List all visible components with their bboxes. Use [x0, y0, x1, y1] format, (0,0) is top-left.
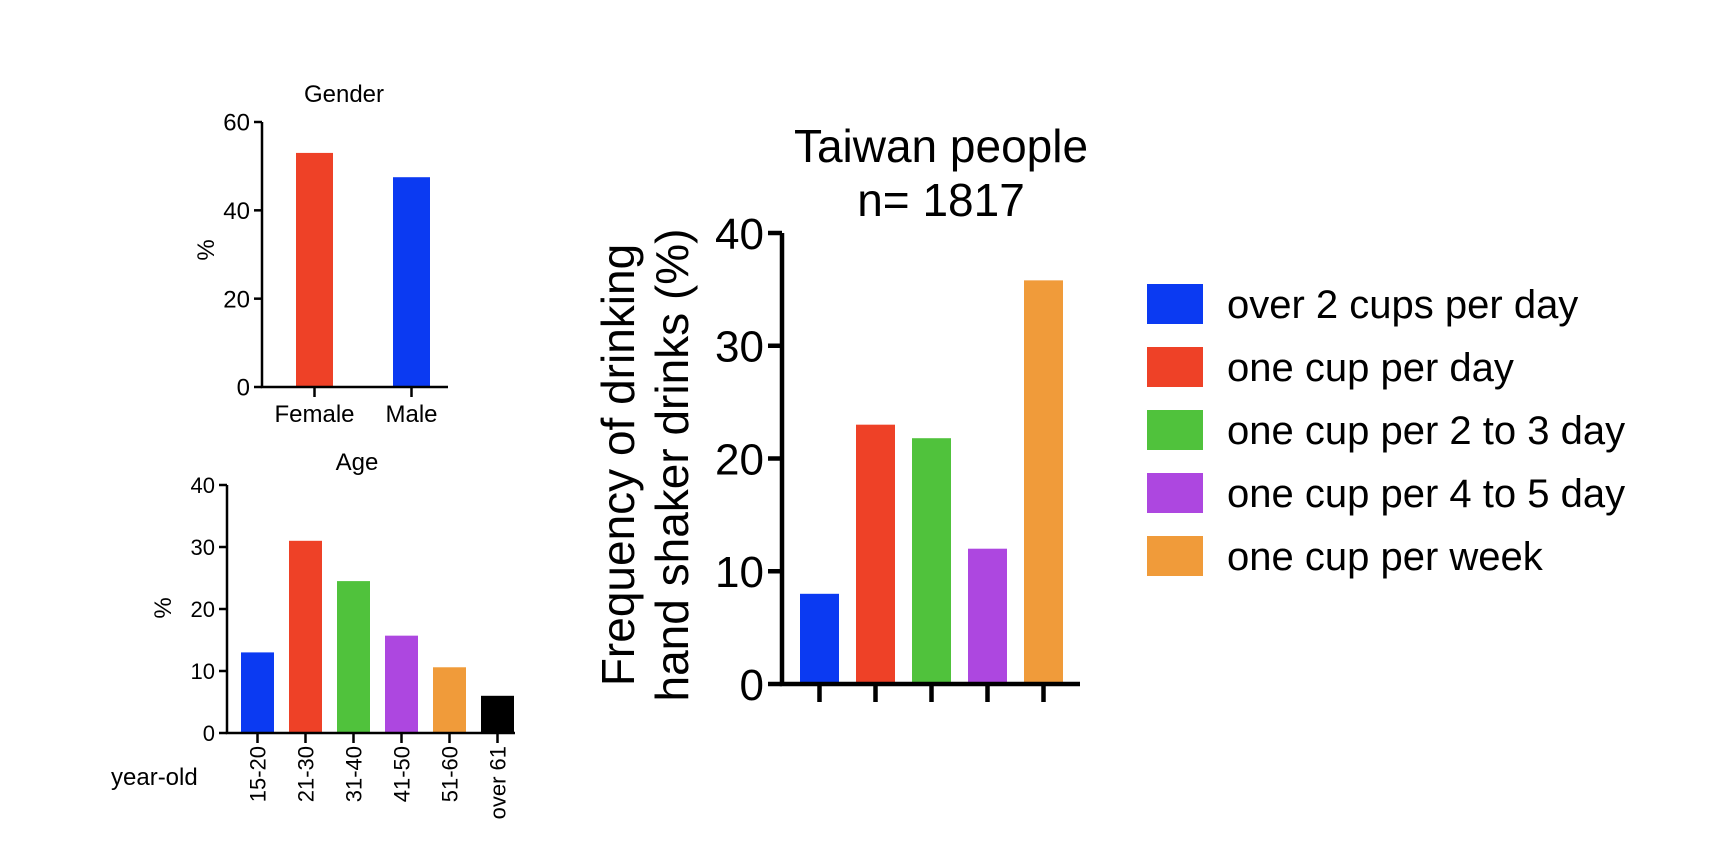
age-category-label: 51-60 — [438, 746, 463, 802]
frequency-y-axis-label-line1: Frequency of drinking — [592, 244, 644, 686]
gender-marks: Female Male 0 20 40 60 — [223, 110, 448, 428]
legend-swatch-2 — [1147, 347, 1203, 387]
age-chart: Age % year-old 15-20 21-30 31-40 41-50 51-60… — [111, 449, 515, 819]
legend-swatch-5 — [1147, 536, 1203, 576]
gender-category-label: Female — [274, 401, 354, 428]
frequency-y-tick-label: 20 — [715, 435, 764, 484]
legend-swatch-3 — [1147, 410, 1203, 450]
frequency-bar-5 — [1024, 280, 1063, 684]
age-y-axis-label: % — [150, 597, 177, 618]
frequency-bar-1 — [800, 593, 839, 684]
age-category-label: 15-20 — [246, 746, 271, 802]
gender-category-label: Male — [385, 401, 437, 428]
age-marks: 15-20 21-30 31-40 41-50 51-60 over 61 0 10 20 30 4… — [191, 473, 515, 819]
frequency-chart: Taiwan people n= 1817 Frequency of drink… — [592, 120, 1625, 710]
legend-label-5: one cup per week — [1227, 535, 1544, 579]
age-y-tick-label: 0 — [203, 721, 215, 746]
legend-swatch-1 — [1147, 284, 1203, 324]
age-bar-5 — [433, 667, 466, 733]
frequency-bar-3 — [912, 438, 951, 684]
frequency-legend: over 2 cups per day one cup per day one cu… — [1147, 283, 1625, 579]
frequency-y-tick-label: 30 — [715, 323, 764, 372]
age-bar-3 — [337, 581, 370, 733]
age-category-label: over 61 — [486, 746, 511, 819]
legend-label-2: one cup per day — [1227, 346, 1514, 390]
age-y-tick-label: 40 — [191, 473, 215, 498]
age-x-axis-label: year-old — [111, 764, 198, 791]
age-category-label: 31-40 — [342, 746, 367, 802]
age-bar-1 — [241, 652, 274, 733]
age-category-label: 21-30 — [294, 746, 319, 802]
frequency-y-tick-label: 10 — [715, 548, 764, 597]
gender-bar-1 — [296, 152, 333, 387]
gender-bar-2 — [393, 177, 430, 387]
age-bar-4 — [385, 635, 418, 733]
frequency-chart-subtitle: n= 1817 — [857, 174, 1025, 226]
gender-y-tick-label: 20 — [223, 286, 250, 313]
frequency-y-tick-label: 40 — [715, 210, 764, 259]
legend-label-4: one cup per 4 to 5 day — [1227, 472, 1625, 516]
age-y-tick-label: 30 — [191, 535, 215, 560]
gender-y-tick-label: 40 — [223, 198, 250, 225]
gender-y-tick-label: 0 — [237, 375, 250, 402]
age-bar-6 — [481, 695, 514, 733]
gender-chart-title: Gender — [304, 81, 384, 108]
gender-chart: Gender % Female Male 0 20 40 60 — [193, 81, 448, 428]
age-category-label: 41-50 — [390, 746, 415, 802]
age-bar-2 — [289, 540, 322, 733]
gender-y-tick-label: 60 — [223, 110, 250, 137]
age-y-tick-label: 10 — [191, 659, 215, 684]
frequency-y-axis-label-line2: hand shaker drinks (%) — [646, 229, 698, 702]
frequency-y-tick-label: 0 — [740, 661, 764, 710]
age-y-tick-label: 20 — [191, 597, 215, 622]
legend-swatch-4 — [1147, 473, 1203, 513]
frequency-bar-2 — [856, 424, 895, 684]
gender-y-axis-label: % — [193, 239, 220, 260]
legend-label-1: over 2 cups per day — [1227, 283, 1578, 327]
age-chart-title: Age — [336, 449, 379, 476]
frequency-marks: 0 10 20 30 40 — [715, 210, 1080, 710]
legend-label-3: one cup per 2 to 3 day — [1227, 409, 1625, 453]
frequency-bar-4 — [968, 548, 1007, 684]
frequency-chart-title: Taiwan people — [794, 120, 1088, 172]
